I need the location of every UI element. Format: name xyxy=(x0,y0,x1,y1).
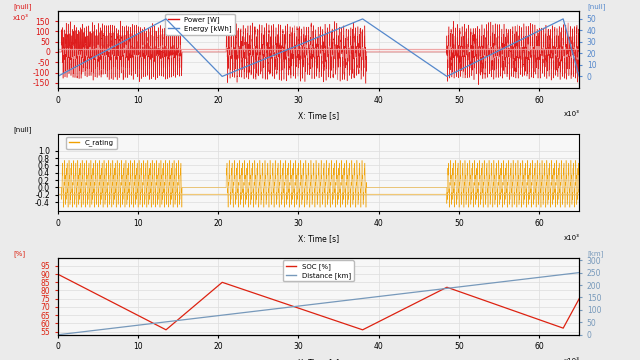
Text: [null]: [null] xyxy=(13,3,32,10)
X-axis label: X: Time [s]: X: Time [s] xyxy=(298,358,339,360)
Legend: C_rating: C_rating xyxy=(67,137,117,149)
Legend: Power [W], Energy [kWh]: Power [W], Energy [kWh] xyxy=(165,14,234,35)
Text: x10³: x10³ xyxy=(563,358,579,360)
Text: [%]: [%] xyxy=(13,250,26,257)
X-axis label: X: Time [s]: X: Time [s] xyxy=(298,111,339,120)
X-axis label: X: Time [s]: X: Time [s] xyxy=(298,234,339,243)
Text: x10³: x10³ xyxy=(563,111,579,117)
Text: x10³: x10³ xyxy=(13,15,29,21)
Text: x10³: x10³ xyxy=(563,234,579,240)
Text: [null]: [null] xyxy=(587,3,605,10)
Legend: SOC [%], Distance [km]: SOC [%], Distance [km] xyxy=(283,260,354,282)
Text: [km]: [km] xyxy=(587,250,604,257)
Text: [null]: [null] xyxy=(13,127,32,134)
